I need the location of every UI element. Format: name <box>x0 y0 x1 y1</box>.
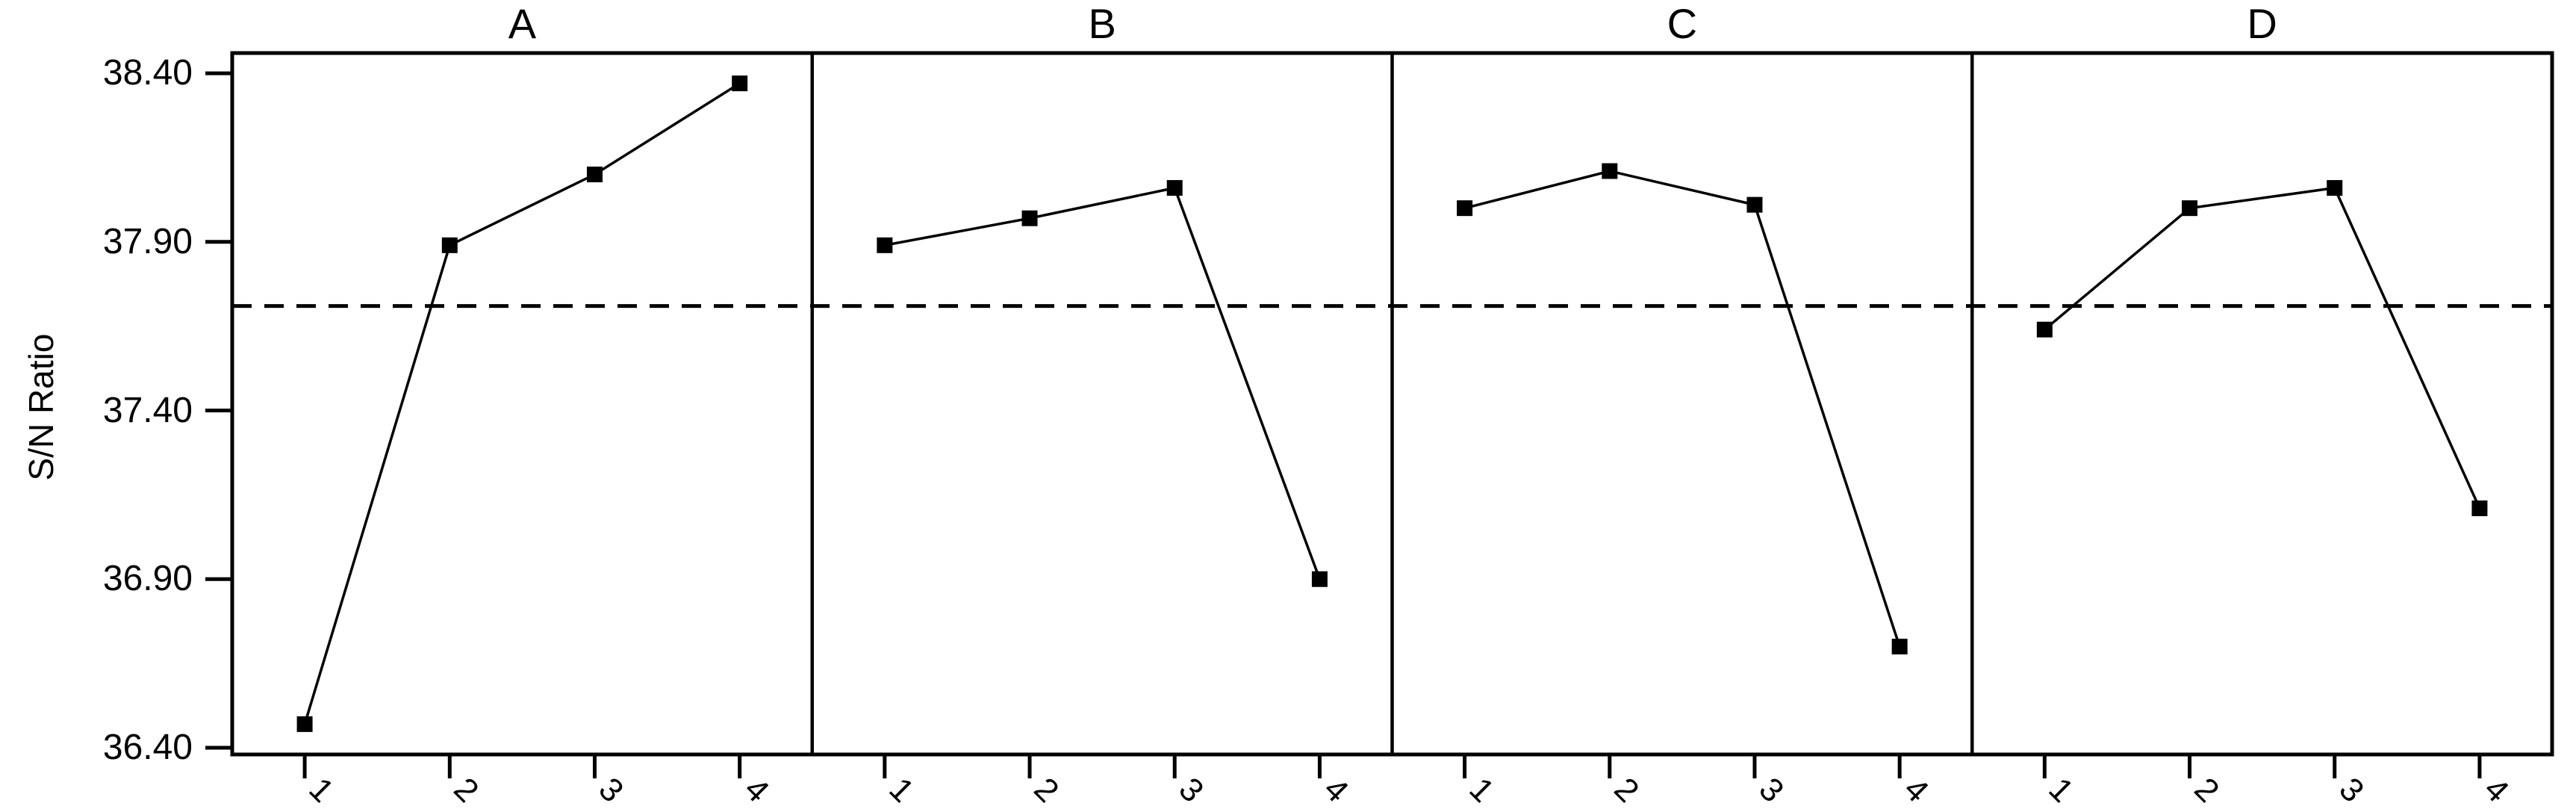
panel-title: B <box>1088 0 1116 47</box>
data-point-marker <box>1746 196 1763 213</box>
data-point-marker <box>1166 180 1183 196</box>
data-point-marker <box>2471 500 2488 516</box>
data-point-marker <box>296 716 313 732</box>
data-point-marker <box>732 75 748 92</box>
data-point-marker <box>586 167 603 183</box>
series-line-B <box>884 186 1322 580</box>
series-line-C <box>1464 170 1901 648</box>
data-point-marker <box>2036 321 2053 338</box>
data-point-marker <box>2182 200 2198 217</box>
y-tick-label: 37.40 <box>102 390 193 430</box>
y-axis-title: S/N Ratio <box>22 333 60 481</box>
data-point-marker <box>1457 200 1473 217</box>
panel-title: C <box>1667 0 1698 47</box>
y-tick-label: 36.40 <box>102 727 193 767</box>
y-tick-label: 37.90 <box>102 221 193 261</box>
y-tick-label: 36.90 <box>102 559 193 599</box>
series-line-A <box>303 82 741 725</box>
data-point-marker <box>1021 210 1038 226</box>
panel-title: A <box>508 0 537 47</box>
plot-border <box>230 51 2554 757</box>
panel-title: D <box>2247 0 2277 47</box>
data-point-marker <box>2327 180 2343 196</box>
series-line-D <box>2044 186 2481 509</box>
data-point-marker <box>1311 571 1328 587</box>
data-point-marker <box>441 237 458 253</box>
data-point-marker <box>1602 163 1618 179</box>
y-tick-label: 38.40 <box>102 53 193 93</box>
data-point-marker <box>877 237 893 253</box>
data-point-marker <box>1891 639 1908 655</box>
